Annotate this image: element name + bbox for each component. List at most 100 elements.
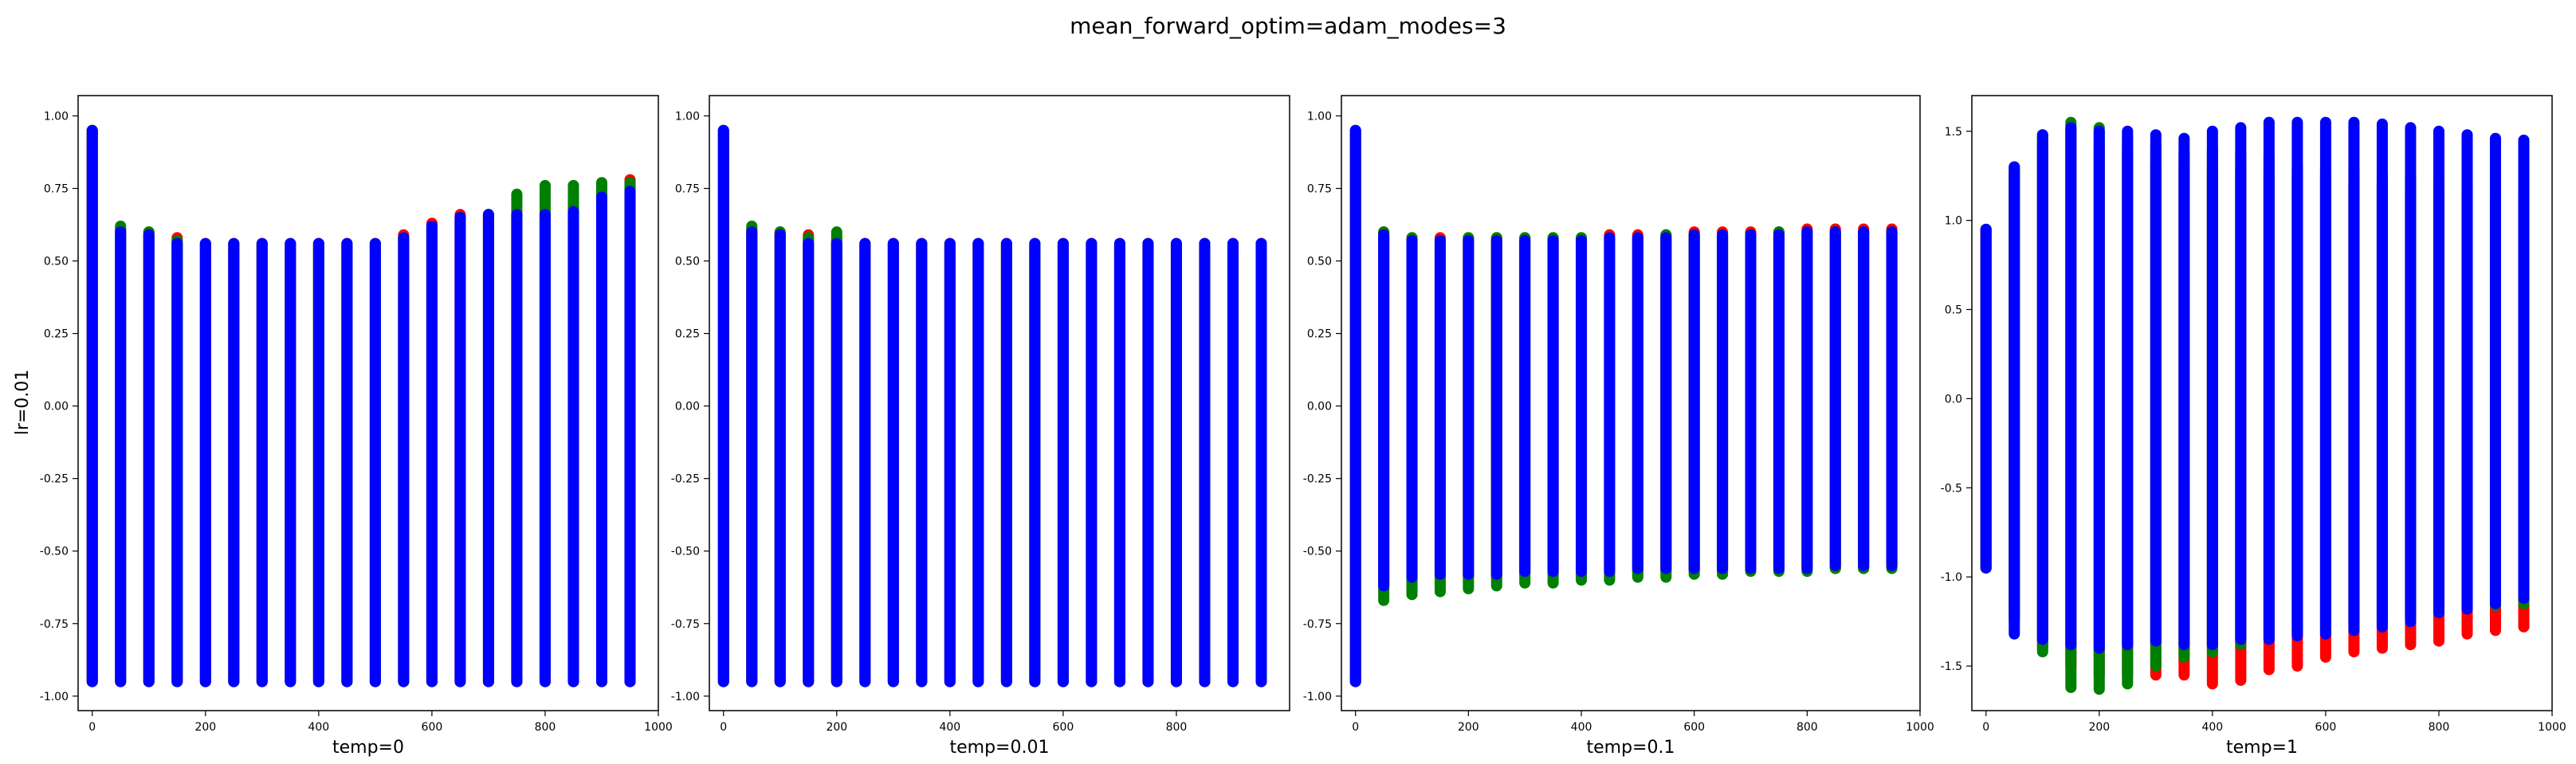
- row-label: lr=0.01: [13, 370, 33, 436]
- point-min: [511, 676, 522, 688]
- point-max: [596, 177, 607, 188]
- point-min: [1519, 566, 1530, 577]
- point-max: [2461, 129, 2472, 140]
- x-tick-label: 800: [2429, 721, 2450, 734]
- y-tick-label: -0.25: [671, 473, 700, 486]
- point-max: [143, 229, 155, 241]
- x-tick-label: 400: [939, 721, 960, 734]
- point-min: [1029, 676, 1040, 688]
- point-max: [1887, 226, 1898, 237]
- y-tick-label: -0.75: [671, 618, 700, 631]
- x-tick-label: 1000: [1906, 721, 1934, 734]
- x-tick-label: 1000: [2538, 721, 2566, 734]
- point-min: [1604, 566, 1615, 577]
- point-max: [2291, 117, 2303, 128]
- point-min: [398, 676, 409, 688]
- point-min: [1435, 569, 1446, 580]
- point-max: [1350, 125, 1361, 136]
- point-min: [2461, 603, 2472, 614]
- point-max: [1171, 238, 1182, 249]
- y-tick-label: 0.0: [1945, 393, 1962, 406]
- point-max: [1407, 235, 1418, 246]
- point-min: [1604, 574, 1615, 586]
- axes-frame: [1341, 95, 1921, 711]
- point-min: [1199, 676, 1210, 688]
- point-min: [1491, 569, 1502, 580]
- point-min: [87, 676, 98, 688]
- figure-suptitle: mean_forward_optim=adam_modes=3: [1070, 13, 1506, 39]
- point-max: [285, 238, 296, 249]
- y-tick-label: 0.00: [44, 401, 69, 413]
- y-tick-label: 1.00: [44, 110, 69, 123]
- point-max: [540, 209, 551, 220]
- point-min: [1632, 563, 1643, 574]
- point-min: [2235, 633, 2246, 645]
- y-tick-label: 0.50: [44, 256, 69, 268]
- point-max: [2348, 117, 2359, 128]
- x-tick-label: 400: [1571, 721, 1592, 734]
- point-max: [115, 226, 126, 237]
- x-tick-label: 600: [422, 721, 443, 734]
- point-min: [2377, 621, 2388, 633]
- point-max: [511, 189, 522, 200]
- x-tick-label: 200: [826, 721, 847, 734]
- y-tick-label: -1.00: [1303, 691, 1332, 703]
- point-min: [1142, 676, 1153, 688]
- subplot-2: 0 200 400 600 800 -1.00 -0.75 -0.50 -0.25 0.00 0.2…: [671, 95, 1290, 758]
- y-tick-label: -1.00: [40, 691, 69, 703]
- point-max: [944, 238, 956, 249]
- point-max: [1086, 238, 1097, 249]
- point-min: [2150, 669, 2162, 680]
- point-min: [2348, 646, 2359, 657]
- point-min: [596, 676, 607, 688]
- point-min: [1435, 586, 1446, 597]
- point-min: [2094, 643, 2105, 654]
- x-axis-label: temp=0.1: [1587, 738, 1675, 758]
- point-min: [2065, 682, 2076, 693]
- y-tick-label: -0.50: [671, 546, 700, 558]
- point-max: [200, 238, 211, 249]
- subplot-grid: 0 200 400 600 800 1000-1.00-0.75-0.50-0.250.0…: [40, 95, 2566, 758]
- point-max: [1632, 232, 1643, 243]
- point-max: [624, 186, 635, 197]
- point-max: [2150, 129, 2162, 140]
- point-min: [1717, 563, 1728, 574]
- point-min: [775, 676, 786, 688]
- point-min: [2320, 629, 2331, 640]
- series-3: [86, 124, 636, 688]
- point-max: [1801, 226, 1812, 237]
- point-min: [2433, 636, 2444, 647]
- point-min: [200, 676, 211, 688]
- point-min: [718, 676, 729, 688]
- point-max: [1463, 235, 1474, 246]
- point-min: [1350, 676, 1361, 688]
- x-tick-label: 800: [535, 721, 556, 734]
- point-min: [2065, 639, 2076, 650]
- x-tick-label: 200: [194, 721, 216, 734]
- point-max: [1114, 238, 1125, 249]
- point-min: [426, 676, 438, 688]
- point-max: [596, 191, 607, 202]
- point-min: [143, 676, 155, 688]
- point-min: [257, 676, 268, 688]
- point-min: [1745, 563, 1757, 574]
- point-max: [1378, 229, 1389, 241]
- point-max: [1142, 238, 1153, 249]
- point-min: [1378, 595, 1389, 606]
- point-max: [1227, 238, 1239, 249]
- point-min: [2009, 629, 2020, 640]
- point-max: [1435, 235, 1446, 246]
- y-tick-label: 0.50: [675, 256, 700, 268]
- point-max: [1773, 229, 1785, 241]
- y-tick-label: -0.50: [40, 546, 69, 558]
- y-tick-label: -1.5: [1941, 660, 1962, 673]
- point-min: [1887, 560, 1898, 571]
- point-min: [2122, 639, 2133, 650]
- point-max: [2009, 162, 2020, 173]
- point-max: [341, 238, 352, 249]
- point-min: [2291, 660, 2303, 672]
- data-marks: [1980, 116, 2530, 695]
- point-max: [718, 125, 729, 136]
- point-max: [2264, 117, 2275, 128]
